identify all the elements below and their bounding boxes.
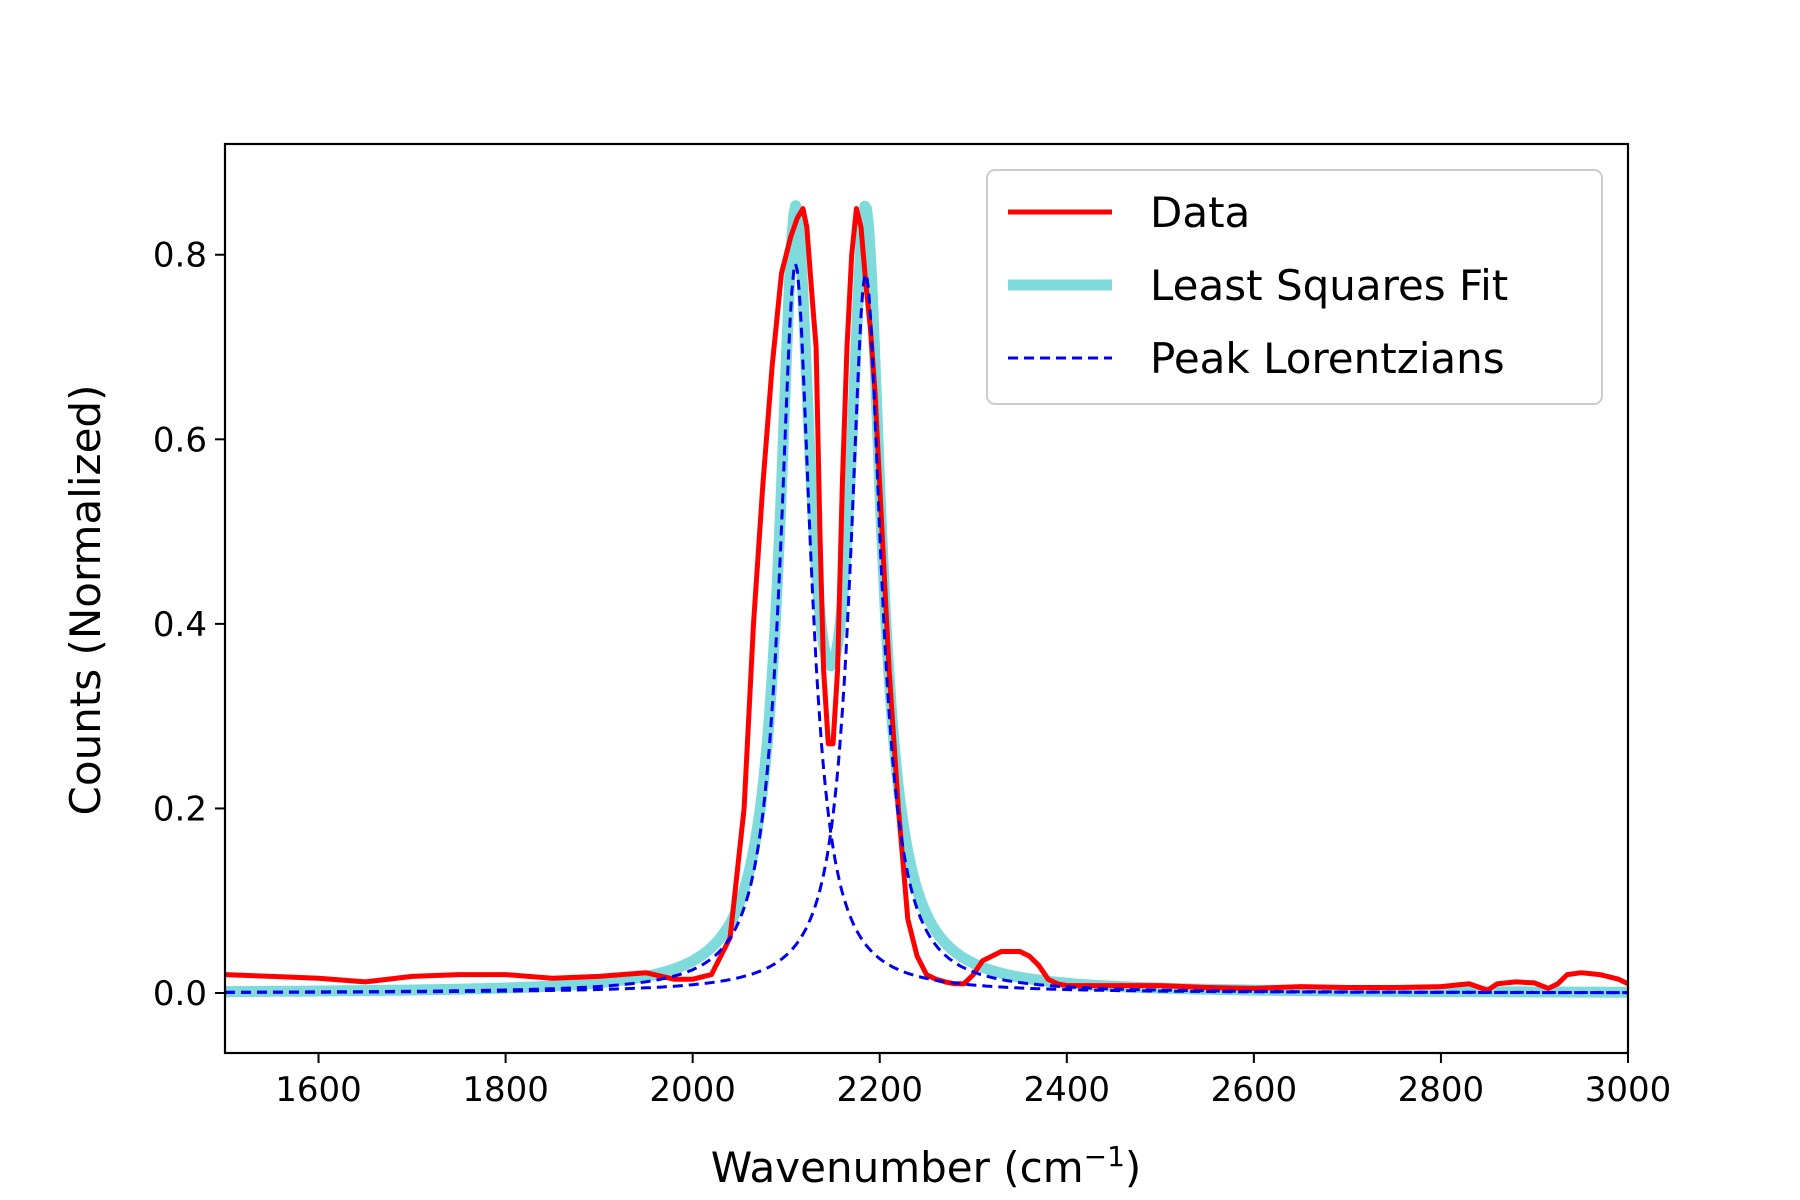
y-tick-label: 0.2 <box>153 789 207 829</box>
y-tick-label: 0.6 <box>153 420 207 460</box>
y-axis-label: Counts (Normalized) <box>61 385 110 816</box>
legend-entry-peak-lorentzians-label: Peak Lorentzians <box>1150 334 1505 383</box>
x-tick-label: 1800 <box>462 1070 549 1110</box>
y-axis: 0.0 0.2 0.4 0.6 0.8 <box>153 236 225 1014</box>
legend-box <box>986 169 1603 405</box>
y-tick-label: 0.0 <box>153 974 207 1014</box>
series-peak-lorentzian-2 <box>225 273 1628 995</box>
legend-entry-data-label: Data <box>1150 188 1250 237</box>
y-tick-label: 0.8 <box>153 236 207 276</box>
legend-entry-least-squares-fit-label: Least Squares Fit <box>1150 261 1508 310</box>
x-tick-label: 2600 <box>1211 1070 1298 1110</box>
x-tick-label: 1600 <box>275 1070 362 1110</box>
x-tick-label: 2400 <box>1024 1070 1111 1110</box>
series-layer <box>225 200 1628 998</box>
x-tick-label: 3000 <box>1585 1070 1672 1110</box>
x-tick-label: 2800 <box>1398 1070 1485 1110</box>
legend: Data Least Squares Fit Peak Lorentzians <box>986 169 1603 405</box>
x-tick-label: 2000 <box>649 1070 736 1110</box>
plot-frame <box>223 142 1630 1055</box>
y-tick-label: 0.4 <box>153 605 207 645</box>
x-axis-label: Wavenumber (cm−1) <box>711 1140 1142 1192</box>
x-axis: 1600 1800 2000 2200 2400 2600 2800 3000 <box>275 1053 1671 1110</box>
x-tick-label: 2200 <box>836 1070 923 1110</box>
